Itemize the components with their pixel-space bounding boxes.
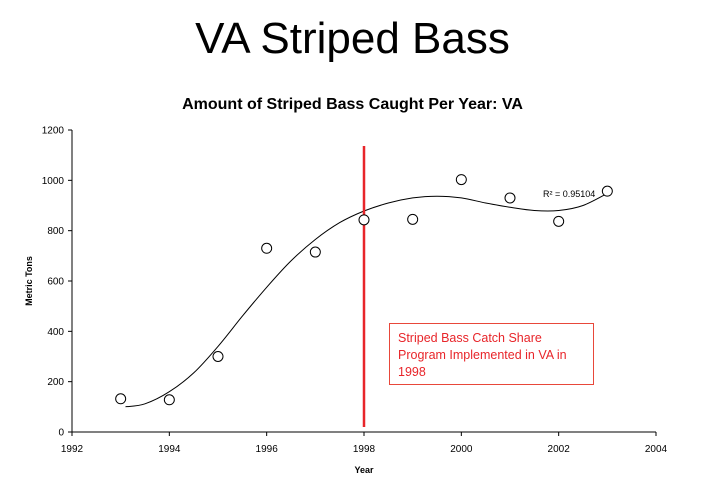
y-tick-label: 1200 [42,126,65,137]
x-axis-label: Year [354,465,374,475]
y-tick-label: 1000 [42,176,65,187]
data-point [407,213,419,225]
annotation-line-1: Striped Bass Catch Share [398,331,542,345]
y-tick-label: 200 [47,377,64,388]
data-point [163,394,175,406]
x-tick-label: 2004 [645,444,668,455]
data-point [455,174,467,186]
y-tick-label: 600 [47,277,64,288]
x-tick-label: 2000 [450,444,473,455]
data-point [553,215,565,227]
x-tick-label: 1998 [353,444,376,455]
data-point [115,393,127,405]
data-point [504,192,516,204]
data-point [601,185,613,197]
annotation-box: Striped Bass Catch Share Program Impleme… [389,323,594,385]
y-axis-label: Metric Tons [24,256,34,306]
data-point [261,242,273,254]
x-tick-label: 1994 [158,444,181,455]
data-point [309,246,321,258]
y-tick-label: 0 [58,428,64,439]
slide-title: VA Striped Bass [195,14,510,63]
x-tick-label: 1996 [256,444,279,455]
annotation-line-3: 1998 [398,365,426,379]
chart-title: Amount of Striped Bass Caught Per Year: … [182,96,523,113]
y-tick-label: 800 [47,226,64,237]
r-squared-label: R² = 0.95104 [543,189,595,199]
data-point [358,214,370,226]
x-tick-label: 1992 [61,444,84,455]
data-point [212,351,224,362]
annotation-line-2: Program Implemented in VA in [398,348,567,362]
y-tick-label: 400 [47,327,64,338]
x-tick-label: 2002 [548,444,571,455]
